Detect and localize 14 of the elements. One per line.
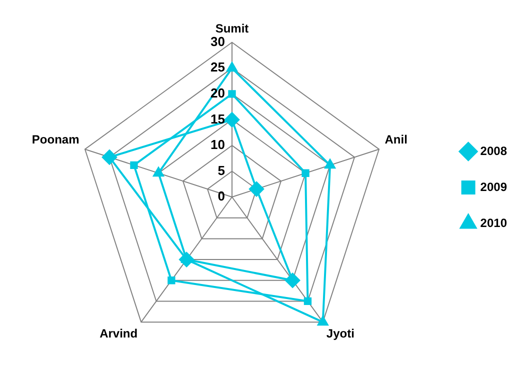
spoke-label: Poonam [32,132,80,146]
spoke-label: Arvind [100,326,138,340]
y-tick-label: 0 [218,188,225,204]
spoke-label: Anil [384,132,408,146]
y-tick-label: 5 [218,162,225,178]
y-tick-label: 15 [210,111,225,126]
y-tick-label: 25 [210,60,225,75]
legend-label: 2009 [480,180,508,194]
legend-label: 2010 [480,216,508,230]
spoke-label: Sumit [215,22,249,36]
y-tick-label: 10 [210,137,225,152]
spoke-label: Jyoti [326,326,354,340]
y-tick-label: 30 [210,34,225,49]
legend-label: 2008 [480,144,508,158]
